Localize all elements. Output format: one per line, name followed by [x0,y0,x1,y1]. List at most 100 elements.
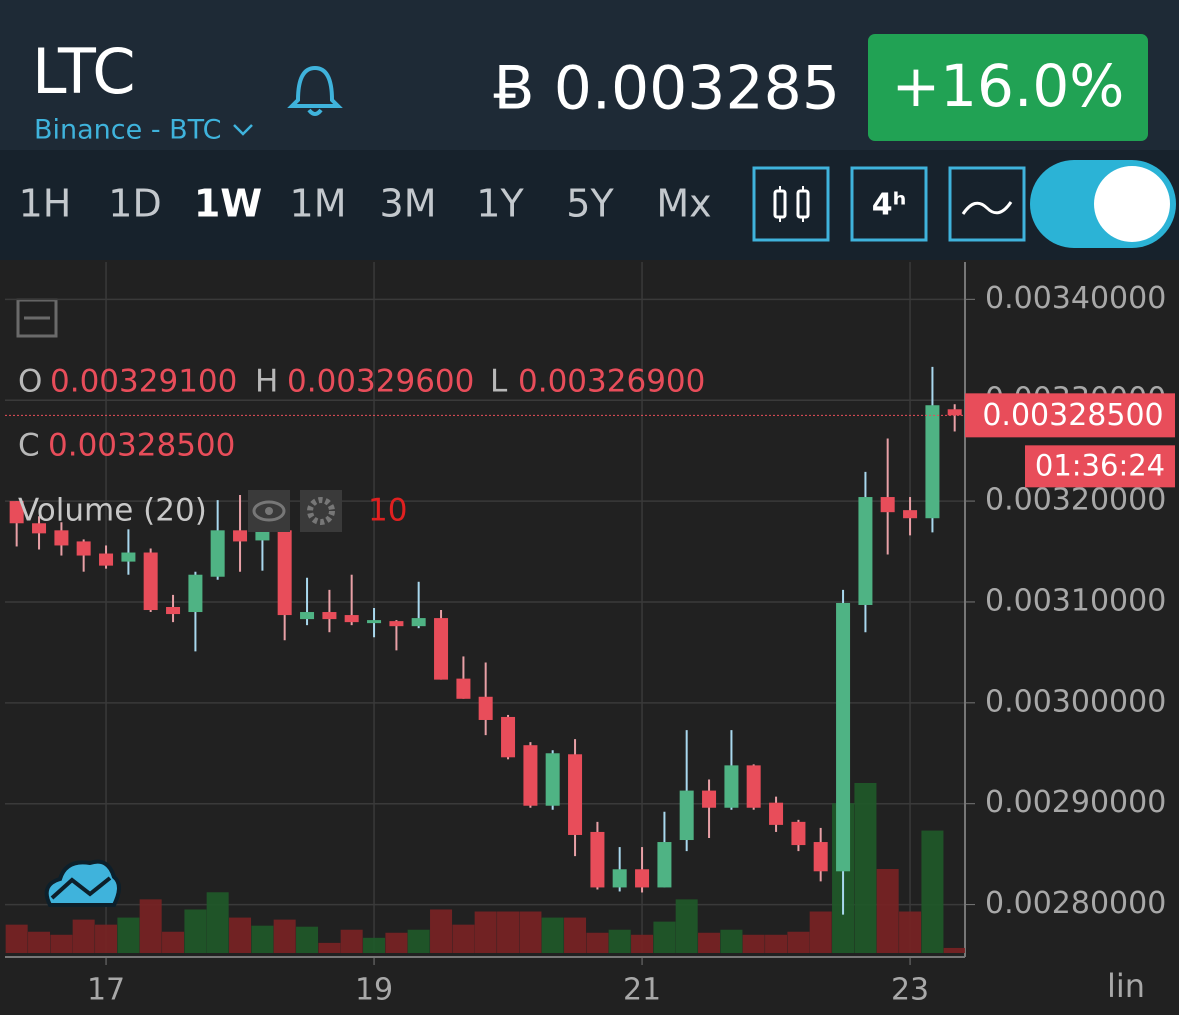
candle-body [836,602,851,872]
volume-bar [28,931,51,953]
line-icon [961,201,1013,215]
timeframe-tabs: 1H 1D 1W 1M 3M 1Y 5Y Mx [19,182,712,226]
volume-bar [318,942,341,953]
candle-body [813,842,828,872]
timeframe-tab[interactable]: 1M [290,182,347,226]
candle-body [277,530,292,616]
volume-label: Volume (20) [18,493,207,529]
candle-button[interactable] [752,166,830,242]
volume-bar [787,931,810,953]
volume-bar [653,921,676,953]
x-tick-label: 23 [891,973,929,1008]
volume-bar [608,929,631,953]
scale-mode[interactable]: lin [1107,967,1145,1005]
volume-bar [742,934,765,953]
indicator-button[interactable] [948,166,1026,242]
volume-bar [117,917,140,953]
plot: 0.00280000 0.00290000 0.00300000 0.00310000… [5,262,1175,1008]
settings-button[interactable] [300,490,342,532]
volume-bar [72,919,95,953]
x-tick-label: 17 [87,973,125,1008]
volume-bar [95,924,118,953]
candle-icon [773,189,787,219]
legend-value: 0.00328500 [48,428,235,464]
candle-body [545,753,560,806]
interval-label: 4ʰ [872,188,907,223]
candle-body [880,497,895,513]
candle-body [746,765,761,808]
toggle-knob [1094,166,1170,242]
volume-bar [675,899,698,953]
chart-area [0,260,1179,1015]
candle-body [32,523,47,534]
candle-body [568,754,583,835]
price: Ƀ 0.003285 [493,54,840,124]
volume-bar [698,932,721,953]
timeframe-tab[interactable]: 3M [380,182,437,226]
candle-body [657,842,672,888]
exchange[interactable]: Binance - BTC [34,115,221,146]
candle-body [389,621,404,627]
candle-body [322,612,337,620]
legend-value: 0.00329600 [287,364,474,400]
candle-body [344,615,359,623]
volume-bar [5,924,28,953]
volume-bar [809,911,832,953]
candle-body [233,530,248,542]
candle-body [367,620,382,624]
volume-bar [385,932,408,953]
timeframe-tab[interactable]: 1Y [476,182,524,226]
candle-body [300,612,315,620]
candle-body [143,552,158,611]
volume-bar [921,830,944,953]
volume-bar [296,926,319,953]
candle-body [702,790,717,808]
y-tick-label: 0.00290000 [985,785,1166,820]
legend-key: C [18,428,40,464]
timeframe-tab[interactable]: 1H [19,182,72,226]
candle-body [590,831,605,888]
candle-body [635,869,650,888]
candle-body [188,574,203,613]
y-tick-label: 0.00320000 [985,483,1166,518]
volume-bar [631,934,654,953]
candle-body [99,553,114,566]
candle-body [76,541,91,556]
candle-body [166,606,181,615]
volume-bar [899,911,922,953]
candle-body [903,510,918,519]
candle-body [612,869,627,888]
change: +16.0% [892,52,1125,120]
volume-bar [273,919,296,953]
candle-body [121,552,136,562]
dropdown-chevron[interactable] [233,124,253,136]
timeframe-tab[interactable]: 1W [194,182,262,226]
candle-body [210,530,225,577]
volume-bar [139,899,162,953]
timeframe-tab[interactable]: Mx [656,182,711,226]
volume-bar [206,892,229,953]
symbol: LTC [32,35,136,108]
timeframe-tab[interactable]: 1D [108,182,161,226]
x-tick-label: 21 [623,973,661,1008]
price-tag-label: 0.00328500 [982,398,1163,433]
volume-setting: 10 [368,493,407,529]
volume-bar [251,925,274,953]
volume-bar [720,929,743,953]
eye-icon [252,500,286,522]
bell-icon[interactable] [287,65,343,116]
countdown: 01:36:24 [1035,448,1165,482]
candle-body [434,618,449,680]
candle-body [478,696,493,720]
interval-button[interactable] [850,166,928,242]
timeframe-tab[interactable]: 5Y [566,182,614,226]
candle-body [791,821,806,846]
change-badge [868,34,1148,141]
volume-bar [474,911,497,953]
volume-bar [363,937,386,953]
volume-bar [519,911,542,953]
candle-body [769,802,784,825]
logo [44,859,121,907]
volume-bar [564,917,587,953]
